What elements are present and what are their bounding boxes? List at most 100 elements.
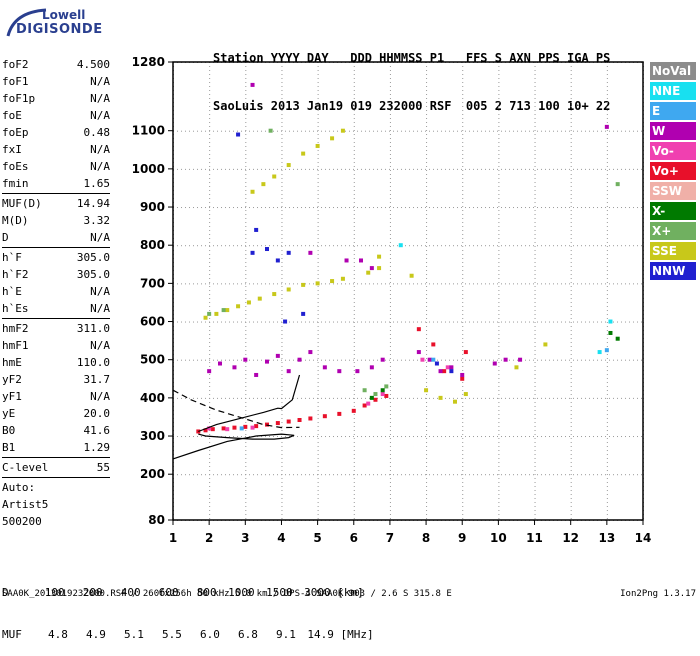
grid-dot (389, 186, 391, 187)
grid-dot (585, 245, 586, 247)
grid-dot (257, 283, 258, 285)
grid-dot (209, 130, 211, 131)
echo-point (322, 365, 327, 370)
grid-dot (353, 206, 355, 207)
grid-dot (353, 246, 355, 247)
grid-dot (281, 397, 282, 399)
grid-dot (481, 207, 482, 209)
grid-dot (353, 186, 355, 187)
grid-dot (426, 106, 428, 107)
grid-dot (317, 402, 319, 403)
grid-dot (353, 310, 355, 311)
grid-dot (373, 474, 374, 476)
grid-dot (606, 162, 608, 163)
grid-dot (426, 102, 428, 103)
grid-dot (325, 436, 326, 438)
grid-dot (533, 474, 534, 476)
grid-dot (545, 130, 546, 132)
grid-dot (209, 202, 211, 203)
grid-dot (389, 283, 390, 285)
grid-dot (221, 359, 222, 361)
grid-dot (317, 214, 319, 215)
grid-dot (353, 362, 355, 363)
grid-dot (281, 114, 283, 115)
grid-dot (369, 283, 370, 285)
grid-dot (570, 430, 572, 431)
grid-dot (245, 326, 247, 327)
grid-dot (570, 70, 572, 71)
grid-dot (209, 494, 211, 495)
grid-dot (381, 130, 382, 132)
grid-dot (485, 245, 486, 247)
echo-point (315, 143, 320, 148)
grid-dot (606, 226, 608, 227)
grid-dot (389, 318, 391, 319)
grid-dot (281, 214, 283, 215)
grid-dot (525, 130, 526, 132)
grid-dot (353, 122, 355, 123)
grid-dot (209, 470, 211, 471)
grid-dot (553, 321, 554, 323)
grid-dot (353, 470, 355, 471)
grid-dot (462, 154, 464, 155)
grid-dot (245, 214, 247, 215)
grid-dot (462, 78, 464, 79)
grid-dot (561, 474, 562, 476)
grid-dot (209, 358, 211, 359)
grid-dot (534, 482, 536, 483)
grid-dot (277, 436, 278, 438)
grid-dot (189, 397, 190, 399)
grid-dot (509, 474, 510, 476)
grid-dot (281, 290, 283, 291)
grid-dot (245, 242, 247, 243)
grid-dot (301, 321, 302, 323)
grid-dot (577, 397, 578, 399)
grid-dot (570, 214, 572, 215)
grid-dot (533, 359, 534, 361)
grid-dot (489, 436, 490, 438)
grid-dot (317, 490, 319, 491)
grid-dot (426, 158, 428, 159)
grid-dot (389, 170, 391, 171)
grid-dot (457, 359, 458, 361)
grid-dot (389, 258, 391, 259)
grid-dot (461, 207, 462, 209)
grid-dot (629, 474, 630, 476)
grid-dot (209, 490, 211, 491)
echo-point (438, 369, 443, 374)
grid-dot (357, 474, 358, 476)
grid-dot (209, 170, 211, 171)
grid-dot (349, 283, 350, 285)
grid-dot (498, 418, 500, 419)
grid-dot (473, 436, 474, 438)
grid-dot (317, 510, 319, 511)
grid-dot (537, 245, 538, 247)
grid-dot (609, 359, 610, 361)
grid-dot (389, 474, 390, 476)
grid-dot (361, 474, 362, 476)
param-row: hmE 110.0 (2, 354, 110, 371)
echo-point (380, 357, 385, 362)
grid-dot (421, 168, 422, 170)
grid-dot (257, 436, 258, 438)
param-value: 0.48 (83, 126, 111, 139)
grid-dot (570, 102, 572, 103)
grid-dot (353, 226, 355, 227)
grid-dot (498, 502, 500, 503)
grid-dot (549, 397, 550, 399)
param-value: 311.0 (76, 322, 110, 335)
grid-dot (605, 397, 606, 399)
grid-dot (426, 494, 428, 495)
grid-dot (570, 78, 572, 79)
grid-dot (209, 102, 211, 103)
grid-dot (625, 436, 626, 438)
grid-dot (317, 190, 319, 191)
grid-dot (498, 118, 500, 119)
grid-dot (481, 359, 482, 361)
grid-dot (237, 397, 238, 399)
grid-dot (261, 207, 262, 209)
muf-table: D 100 200 400 600 800 1000 1500 3000 [km] MUF 4.8… (2, 558, 374, 656)
grid-dot (413, 168, 414, 170)
grid-dot (389, 222, 391, 223)
distance-value: 600 (158, 586, 179, 599)
